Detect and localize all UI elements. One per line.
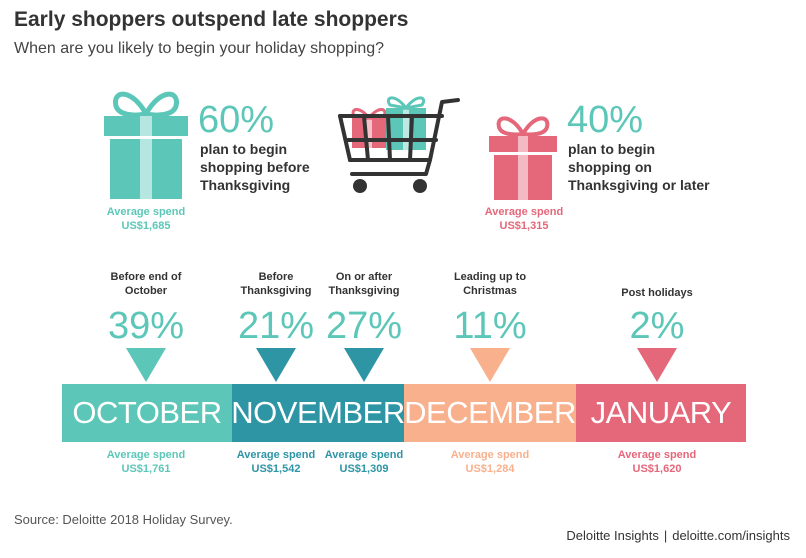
period-marker (637, 348, 677, 382)
brand-footer: Deloitte Insights | deloitte.com/insights (566, 528, 790, 543)
late-average-spend: Average spend US$1,315 (464, 205, 584, 233)
period-label: Post holidays (597, 286, 717, 300)
late-desc-line: shopping on (568, 159, 652, 175)
avg-spend-label: Average spend (450, 449, 530, 461)
period-label-line: Leading up to (453, 271, 527, 283)
period-marker (256, 348, 296, 382)
period-label-line: Thanksgiving (328, 285, 400, 297)
avg-spend-value: US$1,620 (632, 463, 682, 475)
avg-spend-value: US$1,284 (465, 463, 515, 475)
early-desc-line: shopping before (200, 159, 310, 175)
brand-name: Deloitte Insights (566, 528, 659, 543)
late-description: plan to begin shopping on Thanksgiving o… (568, 140, 738, 194)
period-label: Before end of October (86, 270, 206, 298)
shopping-cart-icon (338, 96, 460, 193)
late-pct: 40% (567, 99, 644, 141)
period-value-label: 21% (237, 305, 315, 347)
source-note: Source: Deloitte 2018 Holiday Survey. (14, 512, 233, 527)
early-average-spend: Average spend US$1,685 (86, 205, 206, 233)
avg-spend-label: Average spend (106, 206, 186, 218)
period-marker (344, 348, 384, 382)
period-label-line: Before (258, 271, 294, 283)
period-label-line: Thanksgiving (240, 285, 312, 297)
period-average-spend: Average spend US$1,542 (216, 448, 336, 476)
period-label-line: October (124, 285, 168, 297)
period-average-spend: Average spend US$1,620 (597, 448, 717, 476)
month-band-november: NOVEMBER (232, 384, 404, 442)
period-label-line: Christmas (463, 285, 517, 297)
month-band-january: JANUARY (576, 384, 746, 442)
late-desc-line: Thanksgiving or later (568, 177, 710, 193)
late-desc-line: plan to begin (568, 141, 656, 157)
period-value-label: 11% (453, 305, 527, 347)
gift-box-icon (489, 116, 557, 200)
period-label-line: Post holidays (621, 287, 693, 299)
avg-spend-value: US$1,542 (251, 463, 301, 475)
period-value-label: 39% (107, 305, 185, 347)
avg-spend-label: Average spend (236, 449, 316, 461)
early-description: plan to begin shopping before Thanksgivi… (200, 140, 350, 194)
period-average-spend: Average spend US$1,284 (430, 448, 550, 476)
avg-spend-value: US$1,761 (121, 463, 171, 475)
period-label: On or after Thanksgiving (304, 270, 424, 298)
early-pct: 60% (198, 99, 275, 141)
period-value-label: 2% (629, 305, 685, 347)
chart-subtitle: When are you likely to begin your holida… (14, 40, 385, 57)
period-value-label: 27% (325, 305, 403, 347)
avg-spend-label: Average spend (324, 449, 404, 461)
period-label-line: On or after (335, 271, 393, 283)
period-average-spend: Average spend US$1,761 (86, 448, 206, 476)
early-desc-line: plan to begin (200, 141, 288, 157)
month-band-october: OCTOBER (62, 384, 232, 442)
early-desc-line: Thanksgiving (200, 177, 291, 193)
period-label: Before Thanksgiving (216, 270, 336, 298)
period-label: Leading up to Christmas (430, 270, 550, 298)
gift-box-icon (104, 91, 188, 199)
period-marker (470, 348, 510, 382)
avg-spend-value: US$1,309 (339, 463, 389, 475)
period-label-line: Before end of (110, 271, 182, 283)
period-marker (126, 348, 166, 382)
month-band-december: DECEMBER (404, 384, 576, 442)
avg-spend-label: Average spend (484, 206, 564, 218)
avg-spend-value: US$1,685 (121, 220, 171, 232)
avg-spend-value: US$1,315 (499, 220, 549, 232)
avg-spend-label: Average spend (617, 449, 697, 461)
period-average-spend: Average spend US$1,309 (304, 448, 424, 476)
brand-url: deloitte.com/insights (672, 528, 790, 543)
brand-separator: | (663, 528, 668, 543)
avg-spend-label: Average spend (106, 449, 186, 461)
chart-title: Early shoppers outspend late shoppers (14, 8, 409, 31)
